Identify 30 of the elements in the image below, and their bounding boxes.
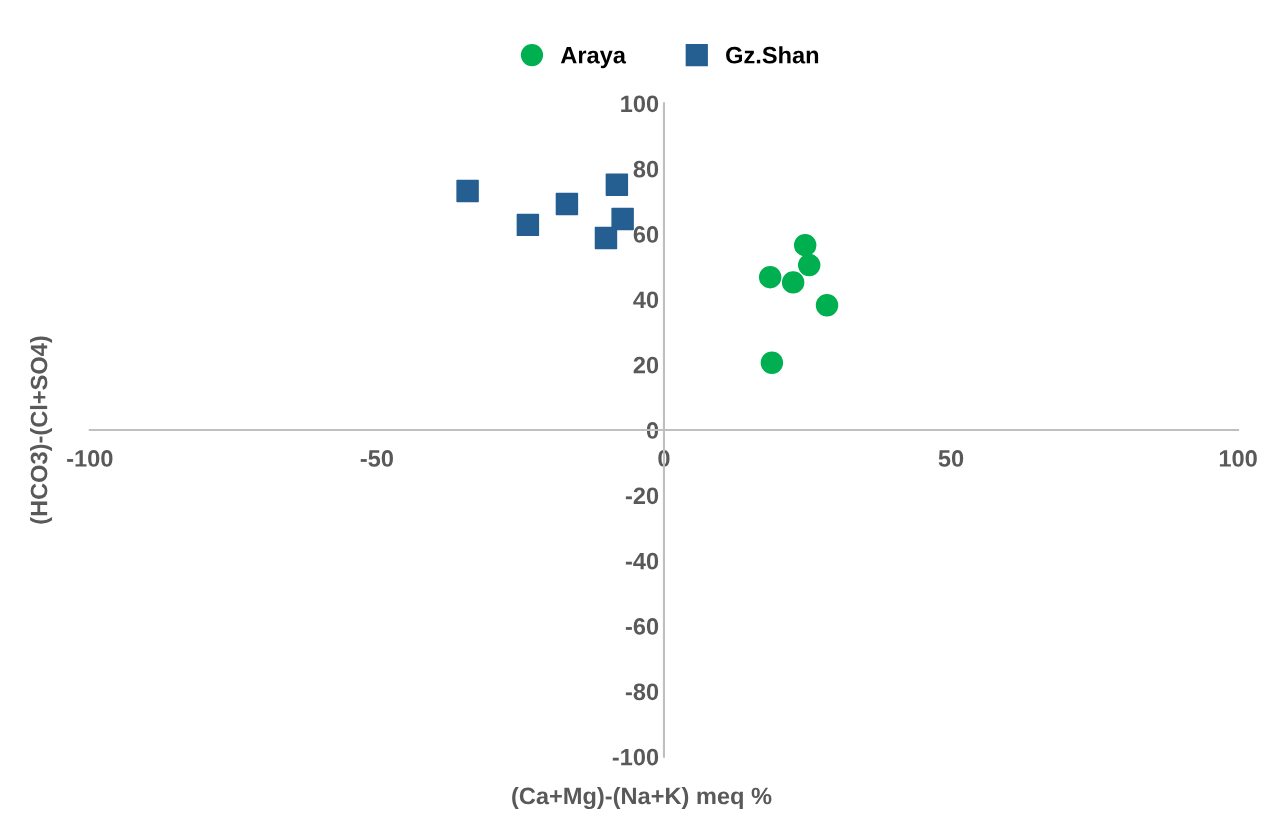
legend-label: Araya — [560, 47, 627, 69]
point — [760, 351, 784, 374]
point — [456, 179, 479, 203]
y-tick-label: -40 — [625, 552, 659, 570]
point — [797, 253, 821, 277]
x-tick-label: -100 — [67, 450, 113, 467]
point — [611, 207, 634, 231]
point — [594, 226, 618, 250]
point — [793, 233, 817, 257]
y-tick-label: 20 — [633, 356, 659, 374]
x-tick-label: 100 — [1219, 450, 1257, 467]
point — [758, 265, 782, 289]
point — [516, 213, 540, 237]
point — [815, 294, 839, 317]
legend-label: Gz.Shan — [726, 46, 819, 64]
point — [605, 173, 629, 196]
y-tick-label: 100 — [621, 95, 659, 113]
y-tick-label: 80 — [633, 160, 659, 178]
y-tick-label: -20 — [625, 487, 659, 505]
x-tick-label: 50 — [938, 450, 964, 467]
x-tick-label: -50 — [360, 450, 393, 467]
y-axis-title: (HCO3)-(Cl+SO4) — [30, 336, 53, 524]
y-tick-label: -80 — [625, 683, 659, 701]
x-axis-title: (Ca+Mg)-(Na+K) meq % — [512, 787, 772, 810]
point — [555, 192, 579, 216]
y-tick-label: -60 — [625, 618, 659, 635]
y-tick-label: 40 — [633, 291, 659, 309]
point — [781, 271, 805, 294]
y-tick-label: 60 — [633, 226, 659, 243]
y-tick-label: -100 — [612, 748, 659, 766]
